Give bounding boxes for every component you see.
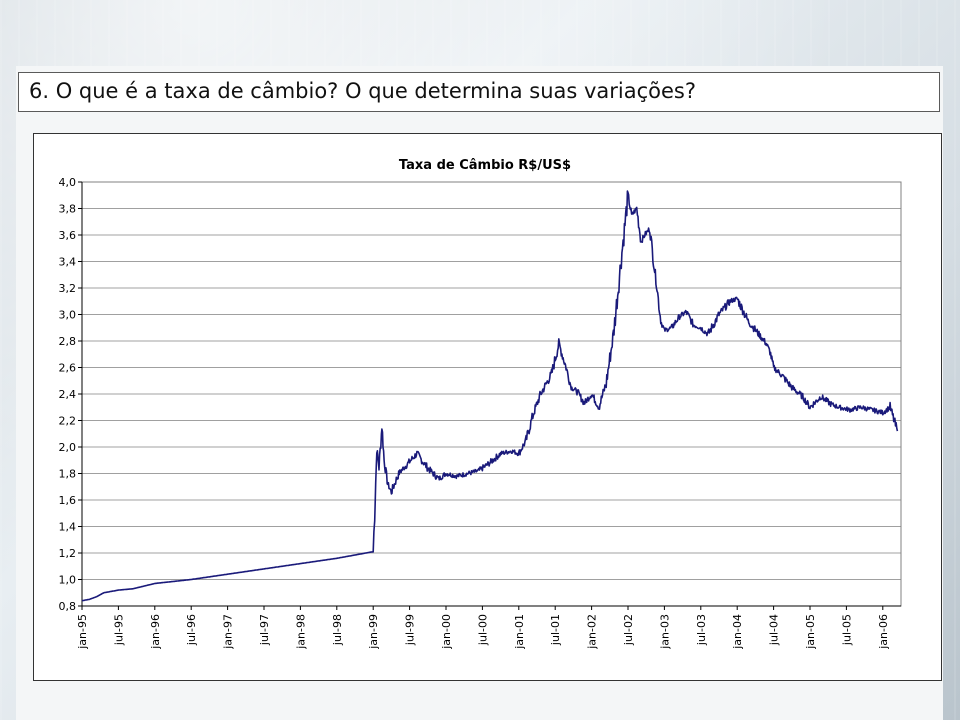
- x-tick-label: jan-95: [76, 614, 89, 650]
- y-tick-label: 2,4: [59, 388, 77, 401]
- x-tick-label: jul-00: [476, 614, 489, 646]
- y-tick-label: 1,4: [59, 521, 77, 534]
- slide-title-box: 6. O que é a taxa de câmbio? O que deter…: [18, 72, 940, 112]
- y-tick-label: 3,8: [59, 203, 77, 216]
- x-tick-label: jan-98: [294, 614, 307, 650]
- x-tick-label: jul-99: [404, 614, 417, 646]
- y-tick-label: 2,2: [59, 415, 77, 428]
- x-tick-label: jul-03: [695, 614, 708, 646]
- y-tick-label: 3,4: [59, 256, 77, 269]
- x-tick-label: jul-04: [768, 614, 781, 646]
- chart-title: Taxa de Câmbio R$/US$: [399, 158, 571, 173]
- y-tick-label: 3,0: [59, 309, 77, 322]
- y-tick-label: 3,2: [59, 282, 77, 295]
- y-tick-label: 0,8: [59, 600, 77, 613]
- y-tick-label: 4,0: [59, 176, 77, 189]
- y-tick-label: 2,6: [59, 362, 77, 375]
- y-tick-label: 2,8: [59, 335, 77, 348]
- x-tick-label: jan-96: [149, 614, 162, 650]
- x-tick-label: jan-00: [440, 614, 453, 650]
- y-tick-label: 1,6: [59, 494, 77, 507]
- x-tick-label: jan-06: [877, 614, 890, 650]
- y-tick-label: 3,6: [59, 229, 77, 242]
- x-tick-label: jul-97: [258, 614, 271, 646]
- x-tick-label: jan-05: [804, 614, 817, 650]
- x-tick-label: jan-99: [367, 614, 380, 650]
- y-tick-label: 1,0: [59, 574, 77, 587]
- exchange-rate-chart: Taxa de Câmbio R$/US$ 0,8 1,0 1,2 1,4 1,6 1,8…: [59, 158, 902, 650]
- x-tick-label: jan-04: [731, 614, 744, 650]
- x-tick-label: jul-05: [840, 614, 853, 646]
- x-tick-label: jan-01: [513, 614, 526, 650]
- y-tick-label: 1,8: [59, 468, 77, 481]
- y-tick-label: 2,0: [59, 441, 77, 454]
- x-tick-label: jan-02: [586, 614, 599, 650]
- x-tick-label: jul-95: [112, 614, 125, 646]
- x-tick-label: jul-96: [185, 614, 198, 646]
- x-tick-label: jul-01: [549, 614, 562, 646]
- y-tick-label: 1,2: [59, 547, 77, 560]
- x-tick-label: jul-98: [331, 614, 344, 646]
- exchange-rate-line: [81, 190, 899, 602]
- chart-frame: Taxa de Câmbio R$/US$ 0,8 1,0 1,2 1,4 1,6 1,8…: [33, 133, 942, 681]
- x-tick-label: jan-03: [658, 614, 671, 650]
- slide-title: 6. O que é a taxa de câmbio? O que deter…: [29, 79, 697, 103]
- x-tick-label: jul-02: [622, 614, 635, 646]
- x-tick-label: jan-97: [222, 614, 235, 650]
